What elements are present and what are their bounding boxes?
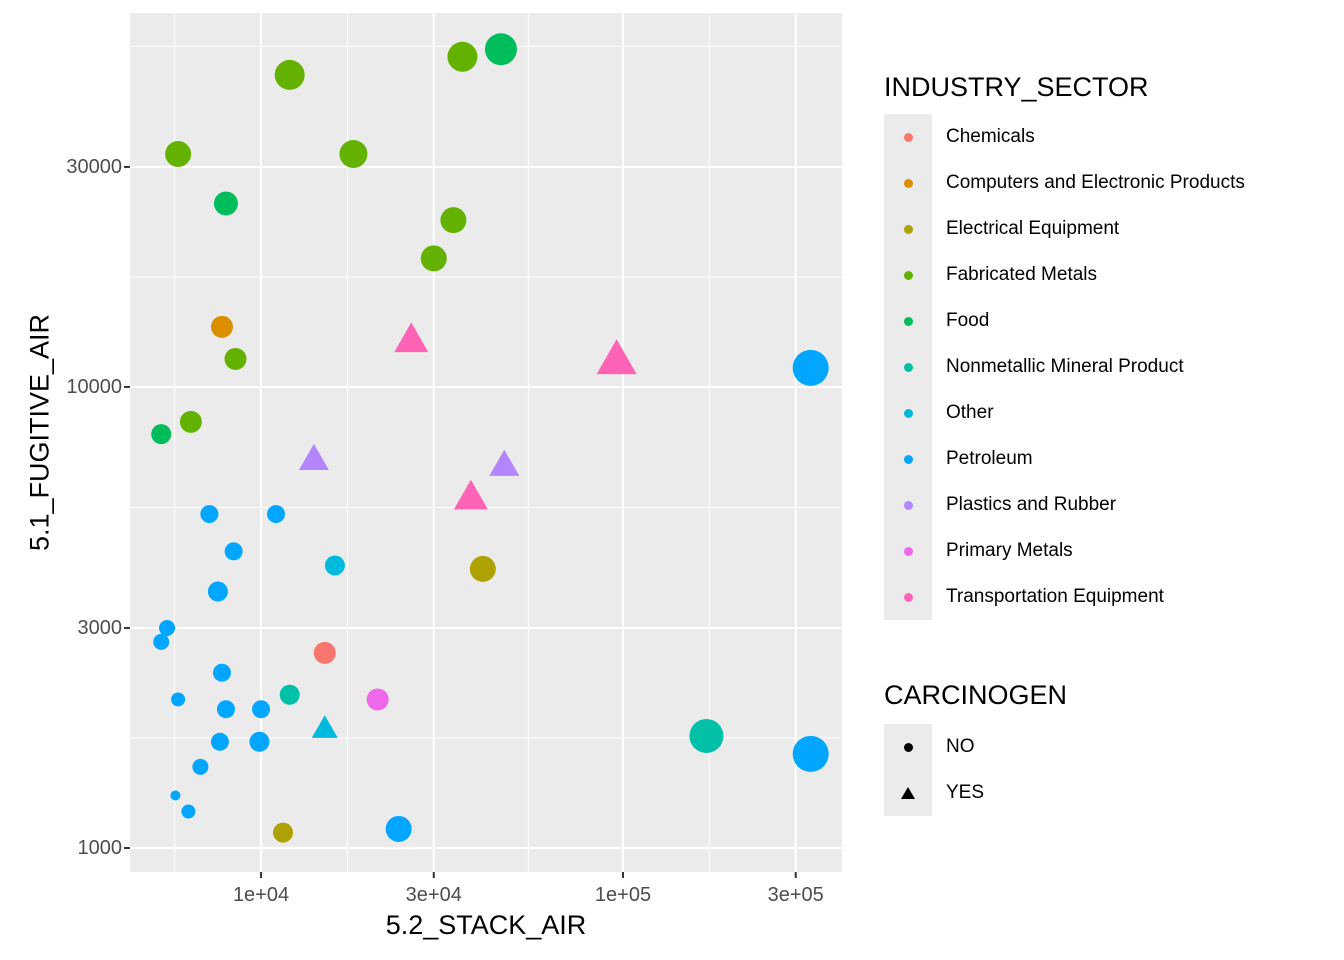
- x-tick-label: 1e+05: [594, 884, 652, 906]
- legend-key-chemicals: [884, 114, 932, 160]
- data-point-triangle: [596, 339, 637, 375]
- data-point-circle: [469, 555, 496, 582]
- legend-point-icon: [903, 408, 913, 418]
- data-point-circle: [267, 505, 286, 524]
- legend-key-computers-and-electronic-products: [884, 160, 932, 206]
- legend-key-petroleum: [884, 436, 932, 482]
- legend-point-icon: [903, 592, 913, 602]
- data-point-circle: [151, 424, 172, 445]
- legend-key-electrical-equipment: [884, 206, 932, 252]
- legend-item-label: Nonmetallic Mineral Product: [946, 356, 1184, 377]
- data-point-circle: [385, 815, 412, 842]
- data-point-circle: [210, 732, 229, 751]
- legend-point-icon: [903, 178, 913, 188]
- data-point-circle: [210, 315, 233, 338]
- data-point-circle: [366, 688, 389, 711]
- legend-title-carcinogen: CARCINOGEN: [884, 680, 1068, 710]
- data-point-circle: [181, 804, 196, 819]
- legend-title-industry-sector: INDUSTRY_SECTOR: [884, 72, 1149, 102]
- data-point-circle: [484, 33, 517, 66]
- data-point-circle: [224, 542, 243, 561]
- legend-key-other: [884, 390, 932, 436]
- data-point-triangle: [489, 449, 520, 476]
- y-tick-label: 30000: [66, 155, 122, 178]
- circle-icon: [903, 742, 913, 752]
- data-point-circle: [213, 191, 238, 216]
- data-point-circle: [324, 555, 345, 576]
- data-point-circle: [792, 735, 829, 772]
- legend-item-label: Food: [946, 310, 990, 331]
- data-point-circle: [440, 207, 467, 234]
- data-point-circle: [153, 633, 170, 650]
- legend-item-label: Petroleum: [946, 448, 1033, 469]
- y-tick-label: 3000: [77, 617, 123, 640]
- data-point-circle: [313, 641, 336, 664]
- legend-item-label: Primary Metals: [946, 540, 1073, 561]
- y-axis-title: 5.1_FUGITIVE_AIR: [24, 313, 55, 552]
- data-point-circle: [792, 349, 829, 386]
- data-point-circle: [224, 347, 247, 370]
- y-tick-label: 10000: [66, 375, 122, 398]
- data-point-circle: [171, 692, 186, 707]
- legend-item-label: Fabricated Metals: [946, 264, 1098, 285]
- data-point-circle: [249, 731, 270, 752]
- legend-item-label: Chemicals: [946, 126, 1035, 147]
- legend-point-icon: [903, 546, 913, 556]
- data-point-circle: [216, 700, 235, 719]
- data-point-triangle: [311, 715, 338, 738]
- data-point-triangle: [394, 322, 429, 353]
- legend-item-label: Electrical Equipment: [946, 218, 1120, 239]
- data-point-circle: [165, 141, 192, 168]
- legend-item-label: YES: [946, 782, 985, 803]
- data-point-circle: [192, 758, 209, 775]
- data-point-circle: [273, 822, 294, 843]
- legend-point-icon: [903, 224, 913, 234]
- legend-item-label: NO: [946, 736, 975, 757]
- legend-point-icon: [903, 362, 913, 372]
- x-tick-label: 1e+04: [232, 884, 290, 906]
- data-point-circle: [179, 410, 202, 433]
- legend-key-transportation-equipment: [884, 574, 932, 620]
- legend-point-icon: [903, 132, 913, 142]
- legend-key-fabricated-metals: [884, 252, 932, 298]
- legend-key-carcinogen-no: [884, 724, 932, 770]
- legend-point-icon: [903, 270, 913, 280]
- triangle-icon: [901, 787, 915, 799]
- legend-key-carcinogen-yes: [884, 770, 932, 816]
- panel-background: [130, 13, 842, 872]
- legend-point-icon: [903, 454, 913, 464]
- data-point-circle: [420, 245, 447, 272]
- x-tick-label: 3e+05: [767, 884, 824, 906]
- data-point-circle: [170, 790, 181, 801]
- legend-key-food: [884, 298, 932, 344]
- data-point-triangle: [298, 443, 329, 470]
- legend-item-label: Other: [946, 402, 994, 423]
- data-point-circle: [279, 684, 300, 705]
- legend-key-nonmetallic-mineral-product: [884, 344, 932, 390]
- data-point-circle: [252, 700, 271, 719]
- legend-item-label: Computers and Electronic Products: [946, 172, 1245, 193]
- legend-point-icon: [903, 316, 913, 326]
- x-axis-title: 5.2_STACK_AIR: [385, 910, 587, 940]
- data-point-circle: [200, 505, 219, 524]
- data-point-circle: [159, 620, 176, 637]
- legend-item-label: Plastics and Rubber: [946, 494, 1117, 515]
- data-point-circle: [207, 581, 228, 602]
- legend-item-label: Transportation Equipment: [946, 586, 1164, 607]
- data-point-circle: [447, 41, 478, 72]
- data-point-circle: [274, 59, 305, 90]
- legend-key-primary-metals: [884, 528, 932, 574]
- data-point-circle: [689, 718, 724, 753]
- data-point-circle: [212, 663, 231, 682]
- legend-point-icon: [903, 500, 913, 510]
- data-point-circle: [339, 140, 368, 169]
- x-tick-label: 3e+04: [405, 884, 462, 906]
- legend-key-plastics-and-rubber: [884, 482, 932, 528]
- data-point-triangle: [453, 479, 488, 510]
- y-tick-label: 1000: [77, 837, 123, 860]
